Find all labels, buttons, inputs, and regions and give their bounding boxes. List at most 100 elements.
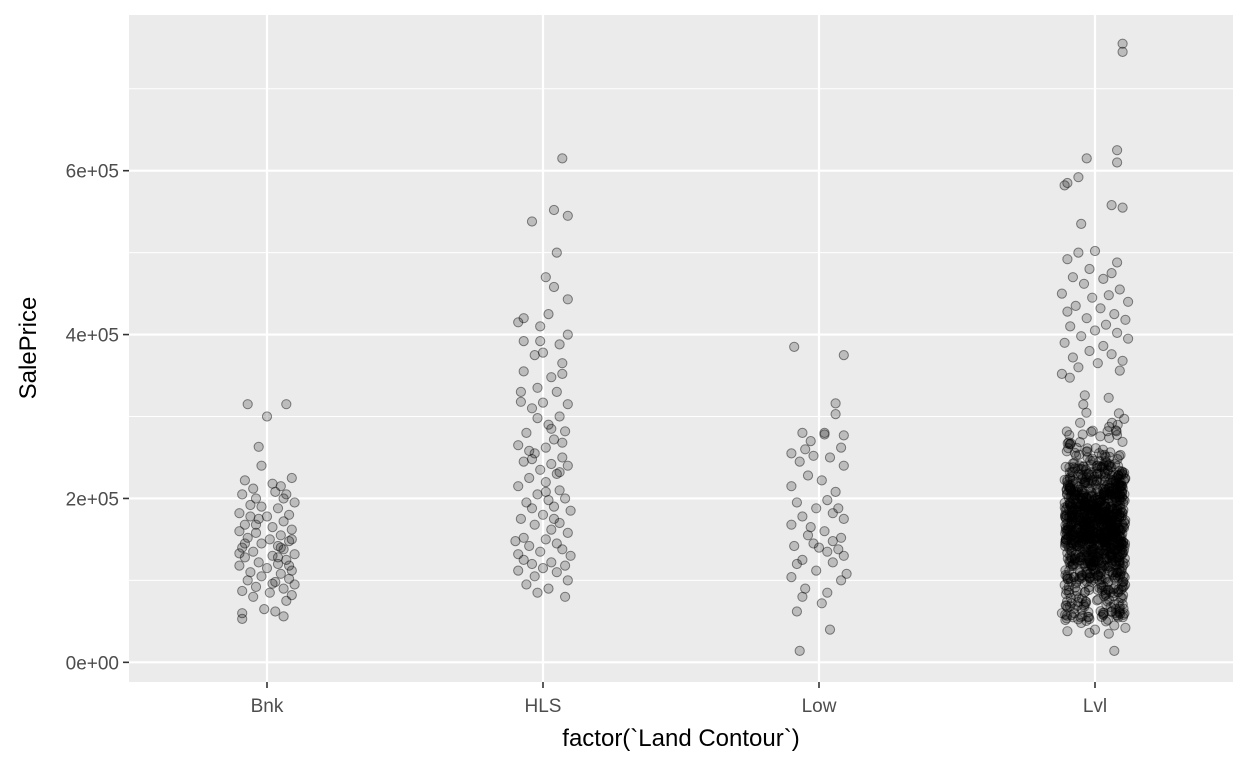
data-point xyxy=(1104,480,1116,491)
data-point xyxy=(1079,578,1090,589)
data-point xyxy=(560,591,571,602)
data-point xyxy=(1101,515,1112,526)
data-point xyxy=(1085,576,1097,587)
data-point xyxy=(1102,510,1113,521)
data-point xyxy=(242,399,253,410)
data-point xyxy=(1064,565,1075,576)
data-point xyxy=(1111,426,1122,437)
data-point xyxy=(1073,498,1084,509)
data-point xyxy=(1100,472,1111,483)
data-point xyxy=(1091,533,1103,544)
data-point xyxy=(1068,489,1079,500)
data-point xyxy=(1067,506,1078,518)
data-point xyxy=(1100,539,1111,551)
data-point xyxy=(1115,592,1126,603)
data-point xyxy=(1107,531,1118,542)
data-point xyxy=(245,511,256,522)
data-point xyxy=(1114,365,1125,376)
data-point xyxy=(557,452,568,463)
data-point xyxy=(1068,529,1079,541)
data-point xyxy=(1065,532,1076,543)
data-point xyxy=(1091,524,1102,536)
data-point xyxy=(1077,429,1088,440)
data-point xyxy=(529,519,540,530)
data-point xyxy=(554,339,565,350)
data-point xyxy=(286,565,297,576)
data-point xyxy=(1079,506,1090,517)
data-point xyxy=(562,575,573,586)
data-point xyxy=(1118,494,1129,505)
data-point xyxy=(1108,591,1119,602)
data-point xyxy=(1081,468,1092,479)
data-point xyxy=(1119,489,1130,500)
data-point xyxy=(1077,558,1088,569)
data-point xyxy=(1116,486,1128,497)
data-point xyxy=(543,419,554,430)
data-point xyxy=(1079,534,1090,545)
data-point xyxy=(1079,504,1090,515)
data-point xyxy=(1079,546,1090,557)
data-point xyxy=(1102,536,1113,547)
data-point xyxy=(521,579,532,590)
data-point xyxy=(1108,555,1119,566)
data-point xyxy=(1082,611,1093,623)
data-point xyxy=(1065,472,1076,483)
data-point xyxy=(1111,514,1123,525)
data-point xyxy=(1076,617,1087,629)
data-point xyxy=(1114,495,1125,506)
data-point xyxy=(1074,512,1086,524)
data-point xyxy=(1092,526,1103,537)
data-point xyxy=(1095,533,1106,544)
data-point xyxy=(1111,429,1123,441)
data-point xyxy=(1080,568,1091,579)
data-point xyxy=(1070,300,1081,311)
data-point xyxy=(1118,603,1129,614)
data-point xyxy=(1082,514,1093,525)
data-point xyxy=(1114,601,1125,612)
data-point xyxy=(1080,561,1091,572)
data-point xyxy=(1105,520,1116,532)
data-point xyxy=(1096,489,1107,500)
data-point xyxy=(1108,599,1120,610)
data-point xyxy=(1083,517,1094,529)
data-point xyxy=(245,499,256,511)
data-point xyxy=(1080,477,1091,488)
data-point xyxy=(1080,534,1091,545)
data-point xyxy=(1077,500,1088,512)
data-point xyxy=(1076,469,1087,480)
data-point xyxy=(1111,610,1122,621)
data-point xyxy=(1074,567,1086,579)
data-point xyxy=(510,536,521,547)
data-point xyxy=(1075,515,1086,526)
data-point xyxy=(1076,536,1088,547)
data-point xyxy=(1110,488,1121,499)
data-point xyxy=(1107,512,1118,524)
data-point xyxy=(1086,504,1097,516)
data-point xyxy=(1061,489,1073,500)
data-point xyxy=(1102,596,1113,607)
data-point xyxy=(278,493,289,504)
data-point xyxy=(1067,559,1078,570)
data-point xyxy=(1086,561,1097,572)
data-point xyxy=(1103,483,1114,494)
data-point xyxy=(1119,553,1130,564)
data-point xyxy=(1090,443,1101,454)
data-point xyxy=(237,608,248,619)
data-point xyxy=(1103,511,1114,522)
data-point xyxy=(1089,550,1100,561)
data-point xyxy=(1063,492,1075,503)
data-point xyxy=(513,565,524,576)
data-point xyxy=(1088,455,1099,466)
data-point xyxy=(1114,531,1125,542)
data-point xyxy=(1117,507,1128,518)
data-point xyxy=(1118,545,1130,556)
data-point xyxy=(1099,506,1110,517)
data-point xyxy=(1087,530,1098,541)
data-point xyxy=(1070,489,1081,500)
data-point xyxy=(1107,497,1118,508)
data-point xyxy=(1081,407,1092,418)
data-point xyxy=(278,516,289,527)
data-point xyxy=(1081,555,1093,566)
data-point xyxy=(1104,535,1116,546)
data-point xyxy=(1088,544,1099,555)
